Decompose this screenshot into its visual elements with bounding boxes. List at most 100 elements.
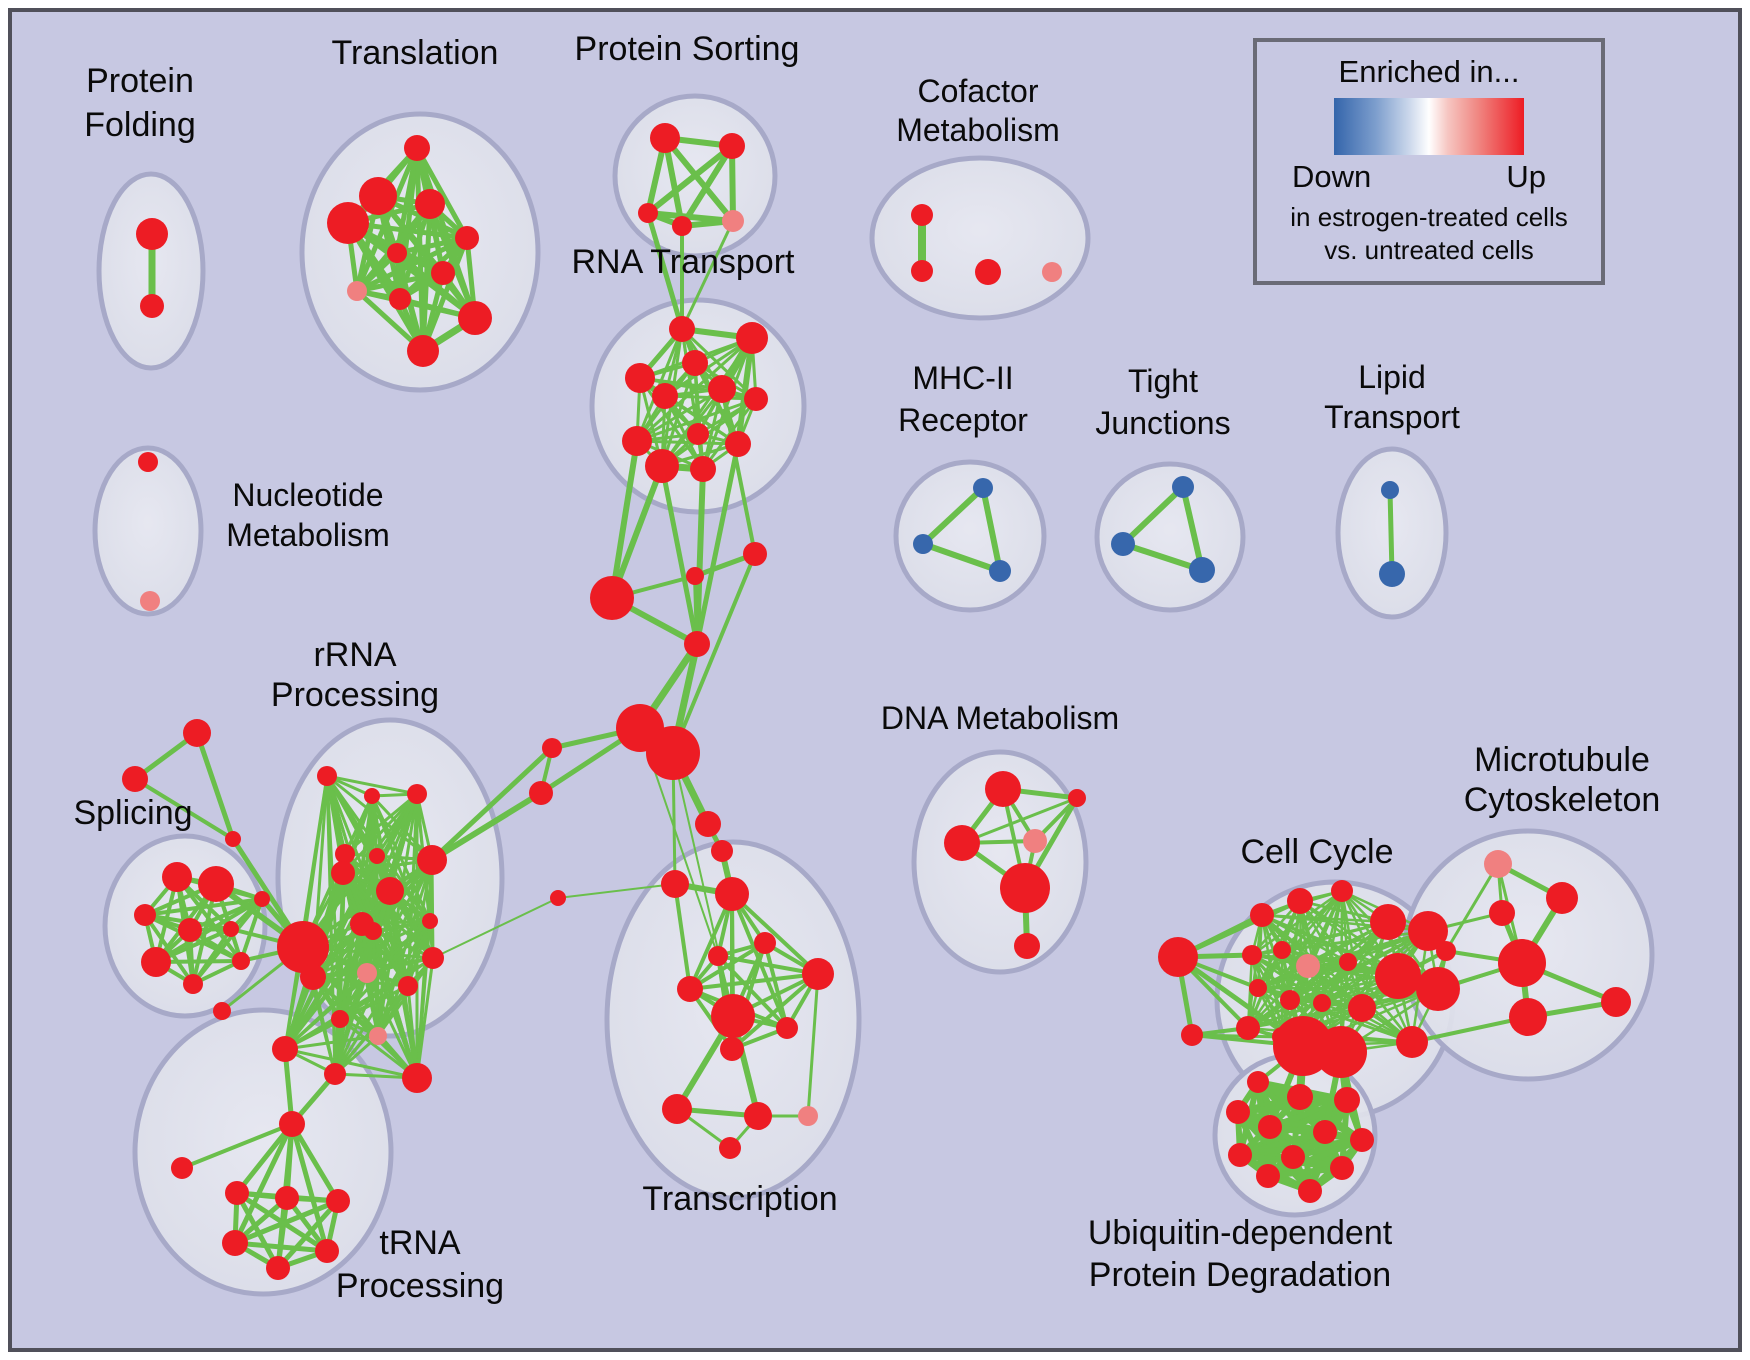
edge	[283, 956, 435, 1051]
node-u4	[1226, 1100, 1250, 1124]
node-rt8	[622, 426, 652, 456]
cluster-label-line: Microtubule	[1474, 741, 1650, 779]
node-tr7	[213, 1002, 231, 1020]
node-rr7	[331, 861, 355, 885]
node-cf1	[911, 204, 933, 226]
node-u3	[1334, 1087, 1360, 1113]
node-rr5	[369, 848, 385, 864]
edge	[415, 956, 435, 1080]
node-sp6	[183, 974, 203, 994]
cluster-label-line: DNA Metabolism	[881, 700, 1119, 736]
legend-caption-line2: vs. untreated cells	[1324, 235, 1534, 265]
edge	[1410, 1015, 1530, 1044]
node-rr3	[407, 784, 427, 804]
cluster-label-line: Junctions	[1095, 405, 1230, 441]
edge	[720, 387, 757, 556]
cluster-label-mhc-ii-receptor: MHC-II Receptor	[898, 360, 1028, 438]
node-rt10	[725, 431, 751, 457]
edge	[663, 394, 758, 401]
edge	[338, 1017, 419, 1080]
edge	[432, 897, 559, 959]
edge	[1176, 899, 1302, 959]
node-sp7	[223, 921, 239, 937]
edge	[1120, 484, 1186, 547]
cluster-label-line: Nucleotide	[232, 477, 383, 513]
node-rr8	[376, 877, 404, 905]
edge	[234, 1190, 281, 1271]
node-m2	[913, 534, 933, 554]
cluster-label-cofactor-metabolism: Cofactor Metabolism	[896, 73, 1060, 148]
node-d1	[985, 771, 1021, 807]
node-m3	[989, 560, 1011, 582]
node-sp1	[162, 862, 192, 892]
node-mt2	[1546, 882, 1578, 914]
node-tr2	[275, 1186, 299, 1210]
edge	[154, 897, 264, 964]
cluster-label-line: Metabolism	[896, 112, 1060, 148]
edge	[1265, 1137, 1365, 1179]
node-ps5	[722, 210, 744, 232]
edge	[730, 892, 820, 976]
node-rr15	[369, 1027, 387, 1045]
cluster-label-line: Splicing	[73, 794, 192, 832]
cluster-label-line: Metabolism	[226, 517, 390, 553]
node-lt2	[1379, 561, 1405, 587]
node-cco1	[1158, 937, 1198, 977]
legend-up-label: Up	[1506, 159, 1546, 194]
node-pf1	[136, 218, 168, 250]
node-tj3	[1189, 557, 1215, 583]
edge	[180, 1122, 294, 1170]
node-rt1	[669, 316, 695, 342]
cluster-label-line: rRNA	[313, 636, 396, 674]
edge	[672, 752, 734, 1017]
edge	[645, 210, 685, 332]
edge	[638, 376, 758, 401]
node-t6	[387, 243, 407, 263]
node-tx11	[744, 1102, 772, 1130]
node-rt5	[708, 375, 736, 403]
node-rr13	[357, 963, 377, 983]
node-ps3	[638, 203, 658, 223]
cluster-label-line: Processing	[271, 676, 439, 714]
edge	[232, 1240, 330, 1254]
node-sp8	[254, 891, 270, 907]
legend-axis-labels: Down Up	[1292, 159, 1546, 197]
edge	[414, 145, 470, 241]
cluster-label-line: Protein Degradation	[1089, 1256, 1391, 1294]
cluster-label-protein-sorting: Protein Sorting	[575, 30, 800, 68]
cluster-label-line: Lipid	[1358, 359, 1426, 395]
node-cc20	[1396, 1026, 1428, 1058]
node-cc1	[1250, 903, 1274, 927]
node-trh	[279, 1111, 305, 1137]
edge	[1180, 484, 1205, 573]
node-rr17	[324, 1063, 346, 1085]
node-rt4	[625, 363, 655, 393]
node-rr11	[364, 922, 382, 940]
cluster-ellipse-cofactor-metabolism	[869, 155, 1091, 321]
edge	[191, 897, 264, 986]
edge	[662, 135, 736, 224]
edge	[429, 745, 555, 863]
cluster-ellipse-nucleotide-metabolism	[92, 445, 204, 617]
node-t2	[359, 177, 397, 215]
node-tx1	[661, 870, 689, 898]
node-cc19	[1315, 1026, 1367, 1078]
node-mt8	[1423, 983, 1441, 1001]
cluster-label-line: Processing	[336, 1267, 504, 1305]
cluster-label-lipid-transport: Lipid Transport	[1324, 359, 1460, 435]
edge	[232, 1121, 295, 1246]
node-t9	[389, 288, 411, 310]
edge	[920, 485, 986, 547]
cluster-label-transcription: Transcription	[642, 1180, 837, 1218]
node-tri3	[225, 831, 241, 847]
edge	[1250, 889, 1344, 957]
edge	[133, 777, 235, 841]
cluster-label-rrna-processing: rRNA Processing	[271, 636, 439, 714]
node-t11	[407, 335, 439, 367]
node-d4	[1068, 789, 1086, 807]
legend-title: Enriched in...	[1338, 54, 1520, 89]
node-c8	[529, 781, 553, 805]
node-sp4	[178, 918, 202, 942]
node-u12	[1298, 1179, 1322, 1203]
